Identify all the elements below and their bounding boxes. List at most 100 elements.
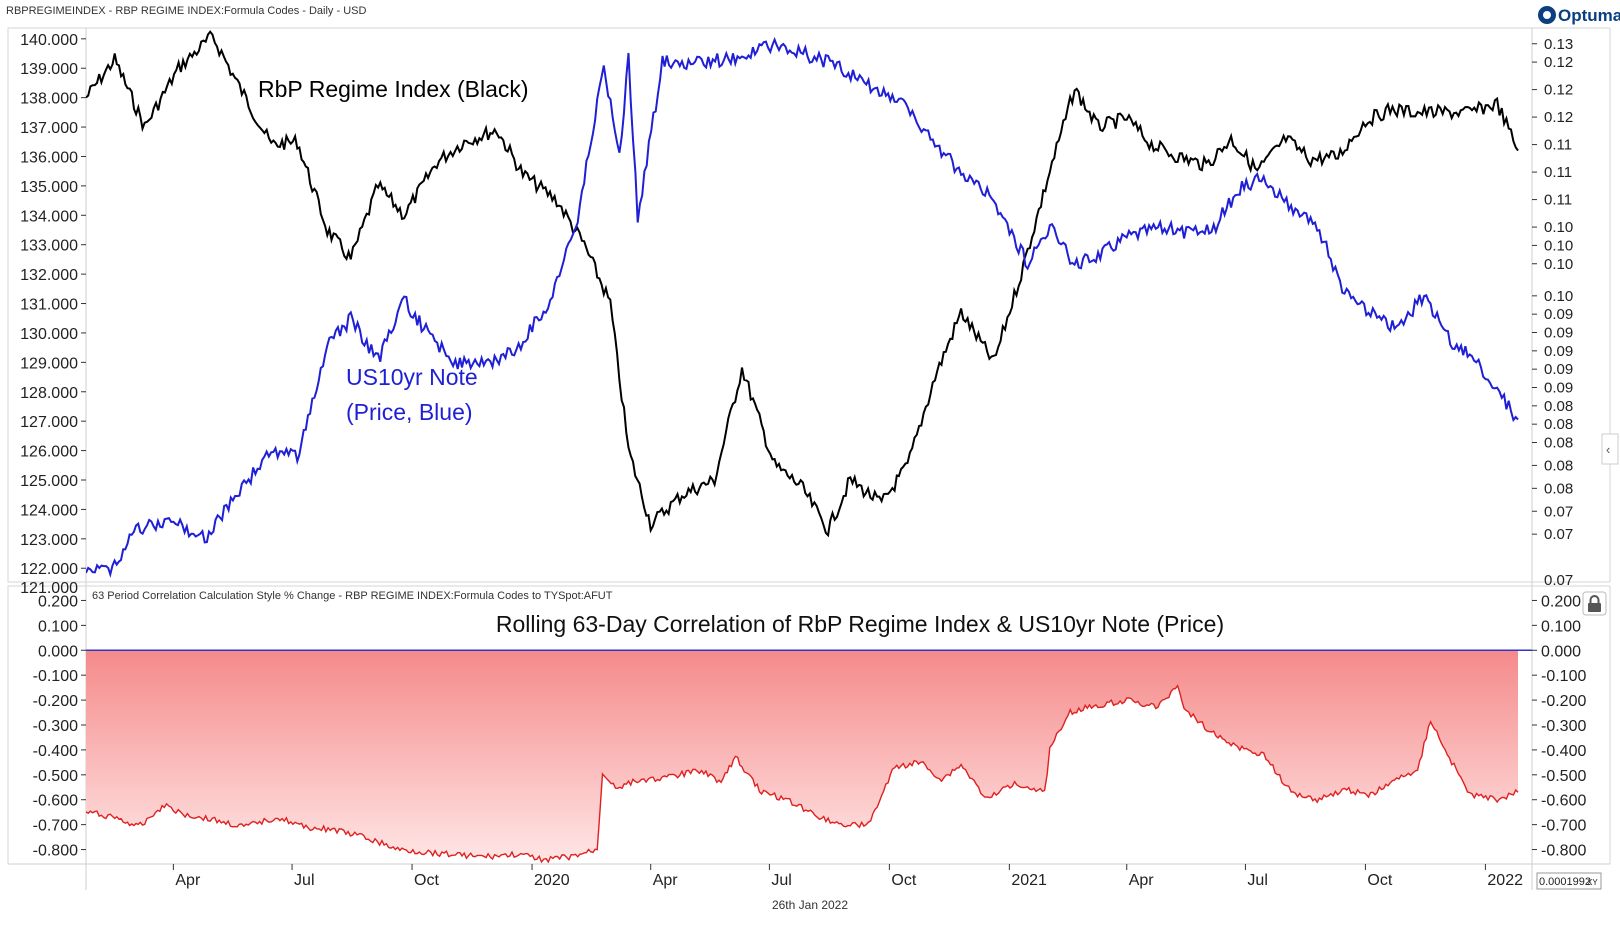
upper-panel-frame — [7, 27, 1611, 583]
left-tick-label: 124.000 — [20, 502, 78, 519]
lower-left-tick-label: -0.500 — [33, 768, 78, 785]
right-tick-label: 0.12 — [1544, 82, 1573, 99]
right-tick-label: 0.08 — [1544, 416, 1573, 433]
upper-plot-area — [86, 30, 1519, 579]
x-tick-label: Oct — [891, 872, 916, 889]
lower-left-tick-label: 0.000 — [38, 643, 78, 660]
right-tick-label: 0.10 — [1544, 237, 1573, 254]
x-tick-label: Apr — [175, 872, 201, 889]
x-tick-label: Jul — [294, 872, 314, 889]
x-tick-label: 2020 — [534, 872, 570, 889]
right-tick-label: 0.07 — [1544, 526, 1573, 543]
right-tick-label: 0.12 — [1544, 54, 1573, 71]
upper-right-axis: 0.130.120.120.120.110.110.110.100.100.10… — [1532, 36, 1573, 589]
correlation-area — [86, 650, 1518, 862]
lock-icon[interactable] — [1582, 591, 1607, 616]
x-tick-label: Apr — [1129, 872, 1155, 889]
right-tick-label: 0.10 — [1544, 288, 1573, 305]
lower-right-tick-label: 0.200 — [1541, 593, 1581, 610]
left-tick-label: 139.000 — [20, 61, 78, 78]
right-tick-label: 0.11 — [1544, 137, 1572, 154]
left-tick-label: 123.000 — [20, 532, 78, 549]
xy-readout-value: 0.0001992 — [1539, 876, 1591, 888]
chart-header-title: RBPREGIMEINDEX - RBP REGIME INDEX:Formul… — [6, 5, 366, 17]
optuma-logo-icon-hole — [1543, 11, 1551, 19]
left-tick-label: 133.000 — [20, 238, 78, 255]
lower-left-tick-label: -0.200 — [33, 693, 78, 710]
annotation-price-blue: (Price, Blue) — [346, 399, 473, 425]
lower-left-tick-label: -0.400 — [33, 743, 78, 760]
optuma-logo-text: Optuma — [1558, 6, 1620, 25]
x-tick-label: Oct — [1367, 872, 1392, 889]
left-tick-label: 125.000 — [20, 473, 78, 490]
left-tick-label-partial: 121.000 — [20, 580, 78, 597]
lower-left-tick-label: -0.600 — [33, 793, 78, 810]
x-tick-label: Jul — [771, 872, 791, 889]
right-tick-label: 0.07 — [1544, 503, 1573, 520]
left-tick-label: 140.000 — [20, 32, 78, 49]
annotation-us10yr: US10yr Note — [346, 364, 478, 390]
lower-right-tick-label: -0.800 — [1541, 843, 1586, 860]
x-tick-label: 2021 — [1011, 872, 1047, 889]
right-tick-label: 0.12 — [1544, 109, 1573, 126]
date-footer: 26th Jan 2022 — [772, 898, 848, 912]
lower-left-tick-label: -0.100 — [33, 668, 78, 685]
left-tick-label: 126.000 — [20, 444, 78, 461]
xy-readout-unit: XY — [1587, 878, 1598, 887]
collapse-panel-button[interactable]: ‹ — [1601, 433, 1619, 465]
right-tick-label: 0.09 — [1544, 325, 1573, 342]
lower-left-tick-label: -0.300 — [33, 718, 78, 735]
left-tick-label: 136.000 — [20, 149, 78, 166]
lower-right-tick-label: 0.100 — [1541, 618, 1581, 635]
right-tick-label: 0.08 — [1544, 457, 1573, 474]
lower-right-tick-label: -0.500 — [1541, 768, 1586, 785]
lower-right-tick-label: -0.300 — [1541, 718, 1586, 735]
lower-right-tick-label: -0.100 — [1541, 668, 1586, 685]
left-tick-label: 135.000 — [20, 179, 78, 196]
left-tick-label: 137.000 — [20, 120, 78, 137]
correlation-panel-header: 63 Period Correlation Calculation Style … — [92, 590, 613, 602]
left-tick-label: 138.000 — [20, 91, 78, 108]
right-tick-label: 0.09 — [1544, 343, 1573, 360]
right-tick-label: 0.08 — [1544, 398, 1573, 415]
annotation-regime-index: RbP Regime Index (Black) — [258, 76, 529, 102]
right-tick-label: 0.08 — [1544, 480, 1573, 497]
lower-left-tick-label: 0.200 — [38, 593, 78, 610]
right-tick-label: 0.11 — [1544, 164, 1572, 181]
lower-left-tick-label: -0.800 — [33, 843, 78, 860]
x-axis: Apr Jul Oct 2020 Apr Jul Oct 2021 Apr Jul Oct 2022 — [172, 864, 1523, 889]
right-tick-label: 0.10 — [1544, 256, 1573, 273]
x-tick-label: Oct — [414, 872, 439, 889]
left-tick-label: 128.000 — [20, 385, 78, 402]
chevron-left-icon: ‹ — [1606, 442, 1610, 457]
right-tick-label: 0.09 — [1544, 380, 1573, 397]
lower-right-tick-label: -0.200 — [1541, 693, 1586, 710]
regime-index-line — [86, 30, 1519, 538]
lower-right-tick-label: -0.600 — [1541, 793, 1586, 810]
x-tick-label: Jul — [1247, 872, 1267, 889]
left-tick-label: 131.000 — [20, 297, 78, 314]
right-tick-label: 0.09 — [1544, 306, 1573, 323]
xy-readout[interactable]: 0.0001992 XY — [1536, 872, 1602, 890]
lower-right-tick-label: -0.400 — [1541, 743, 1586, 760]
x-tick-label: 2022 — [1487, 872, 1523, 889]
upper-left-axis: 140.000 139.000 138.000 137.000 136.000 135.0… — [20, 32, 86, 597]
left-tick-label: 132.000 — [20, 267, 78, 284]
correlation-line — [85, 684, 1519, 864]
right-tick-label: 0.09 — [1544, 361, 1573, 378]
left-tick-label: 122.000 — [20, 561, 78, 578]
lower-plot-area — [85, 649, 1532, 864]
right-tick-label-partial: 0.07 — [1544, 572, 1573, 589]
us10yr-line — [86, 36, 1519, 579]
left-tick-label: 130.000 — [20, 326, 78, 343]
lower-right-tick-label: 0.000 — [1541, 643, 1581, 660]
lower-left-tick-label: -0.700 — [33, 818, 78, 835]
right-tick-label: 0.10 — [1544, 219, 1573, 236]
optuma-logo[interactable]: Optuma — [1538, 6, 1620, 25]
lower-right-tick-label: -0.700 — [1541, 818, 1586, 835]
left-tick-label: 134.000 — [20, 208, 78, 225]
right-tick-label: 0.13 — [1544, 36, 1573, 53]
x-tick-label: Apr — [653, 872, 679, 889]
